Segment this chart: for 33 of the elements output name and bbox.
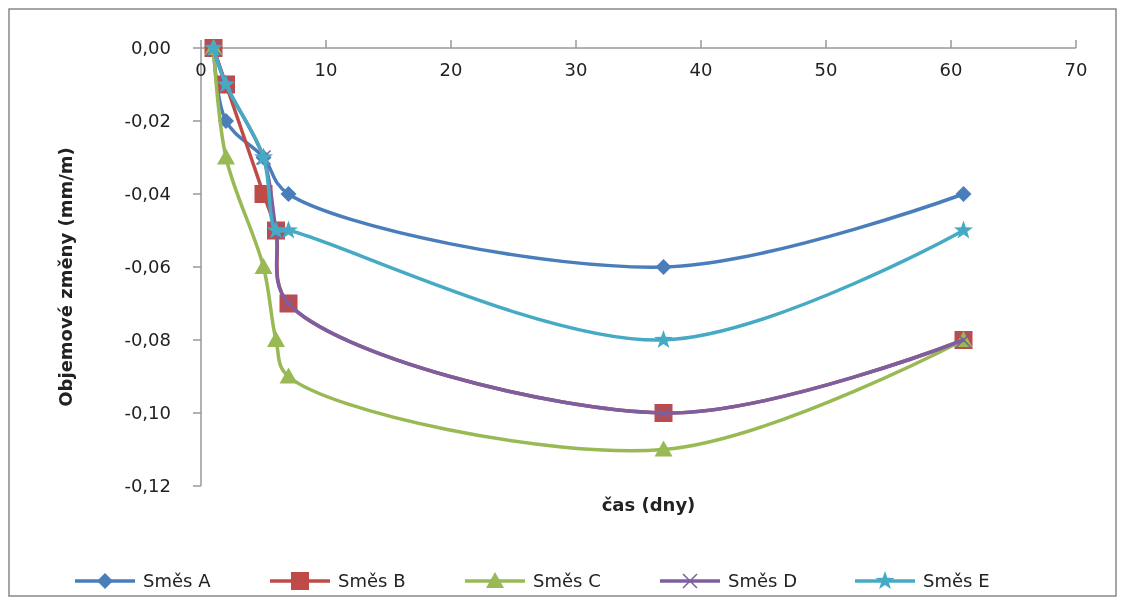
- y-tick-label: -0,06: [124, 256, 171, 278]
- point: [955, 186, 972, 202]
- y-tick-label: 0,00: [130, 37, 171, 59]
- x-tick-label: 50: [814, 59, 838, 81]
- point: [280, 186, 297, 202]
- x-tick-label: 60: [939, 59, 963, 81]
- x-tick-label: 20: [439, 59, 463, 81]
- point: [279, 367, 298, 384]
- point: [654, 440, 673, 457]
- legend-label: Směs B: [338, 570, 406, 592]
- point: [653, 330, 674, 349]
- x-tick-label: 70: [1064, 59, 1088, 81]
- x-tick-label: 40: [689, 59, 713, 81]
- x-tick-label: 30: [564, 59, 588, 81]
- legend-label: Směs C: [533, 570, 601, 592]
- legend-label: Směs E: [923, 570, 990, 592]
- point: [254, 258, 273, 274]
- x-tick-label: 10: [314, 59, 338, 81]
- x-tick-label: 0: [195, 59, 207, 81]
- y-tick-label: -0,04: [124, 183, 171, 205]
- y-axis-title: Objemové změny (mm/m): [55, 147, 76, 407]
- point: [278, 220, 299, 239]
- point: [217, 148, 235, 165]
- legend-label: Směs D: [728, 570, 797, 592]
- point: [953, 220, 974, 239]
- y-tick-label: -0,10: [124, 402, 171, 424]
- point: [655, 259, 672, 275]
- x-axis-title: čas (dny): [601, 494, 696, 515]
- y-tick-label: -0,02: [124, 110, 171, 132]
- y-tick-label: -0,12: [124, 475, 171, 497]
- legend-label: Směs A: [143, 570, 212, 592]
- y-tick-label: -0,08: [124, 329, 171, 351]
- point: [267, 331, 285, 347]
